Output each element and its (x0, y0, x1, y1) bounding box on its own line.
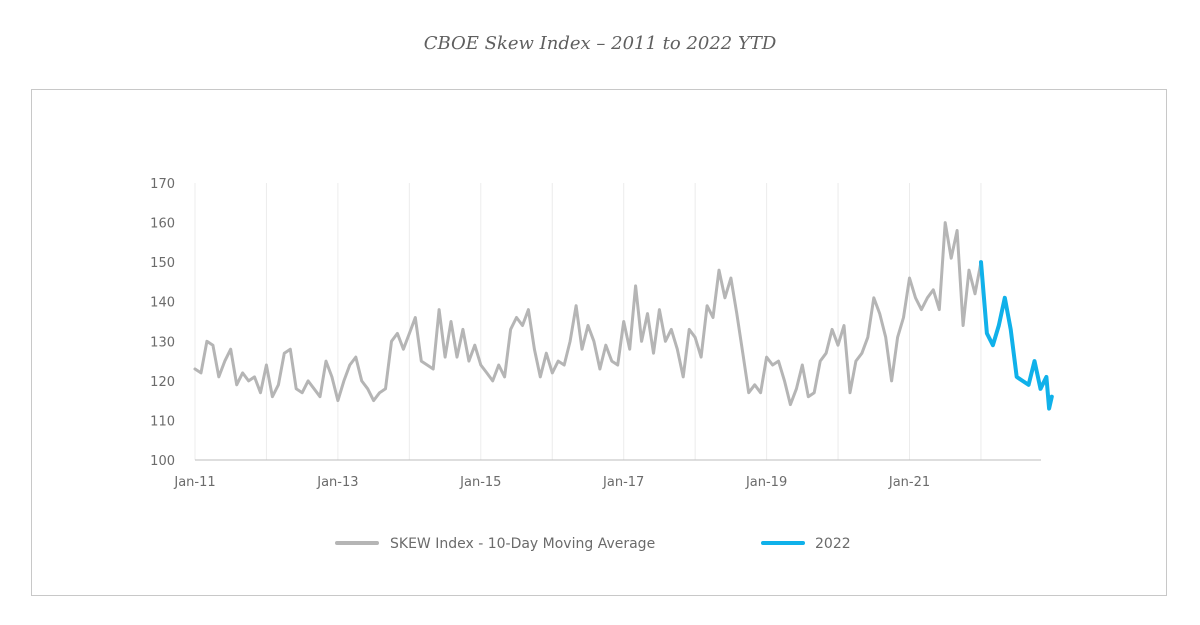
series-lines (193, 221, 1054, 411)
legend: SKEW Index - 10-Day Moving Average 2022 (335, 536, 851, 552)
y-tick-label: 110 (150, 414, 175, 429)
y-tick-label: 100 (150, 454, 175, 469)
x-tick-label: Jan-11 (173, 475, 215, 490)
y-tick-label: 140 (150, 296, 175, 311)
x-tick-label: Jan-21 (888, 475, 930, 490)
axes: 100 110 120 130 140 150 160 170 Jan-11 Jan-13 Jan-… (150, 177, 1041, 490)
x-tick-label: Jan-15 (459, 475, 501, 490)
x-tick-label: Jan-13 (316, 475, 358, 490)
series-line-0 (193, 221, 983, 407)
gridlines (194, 183, 982, 460)
y-tick-label: 160 (150, 217, 175, 232)
legend-label-0: SKEW Index - 10-Day Moving Average (390, 536, 655, 552)
series-line-1 (979, 260, 1054, 411)
y-tick-label: 120 (150, 375, 175, 390)
chart-frame (31, 89, 1167, 596)
chart-title: CBOE Skew Index – 2011 to 2022 YTD (423, 33, 777, 54)
legend-label-1: 2022 (815, 536, 851, 552)
y-tick-label: 170 (150, 177, 175, 192)
x-tick-label: Jan-17 (602, 475, 644, 490)
y-tick-label: 130 (150, 335, 175, 350)
y-tick-label: 150 (150, 256, 175, 271)
x-tick-label: Jan-19 (745, 475, 787, 490)
